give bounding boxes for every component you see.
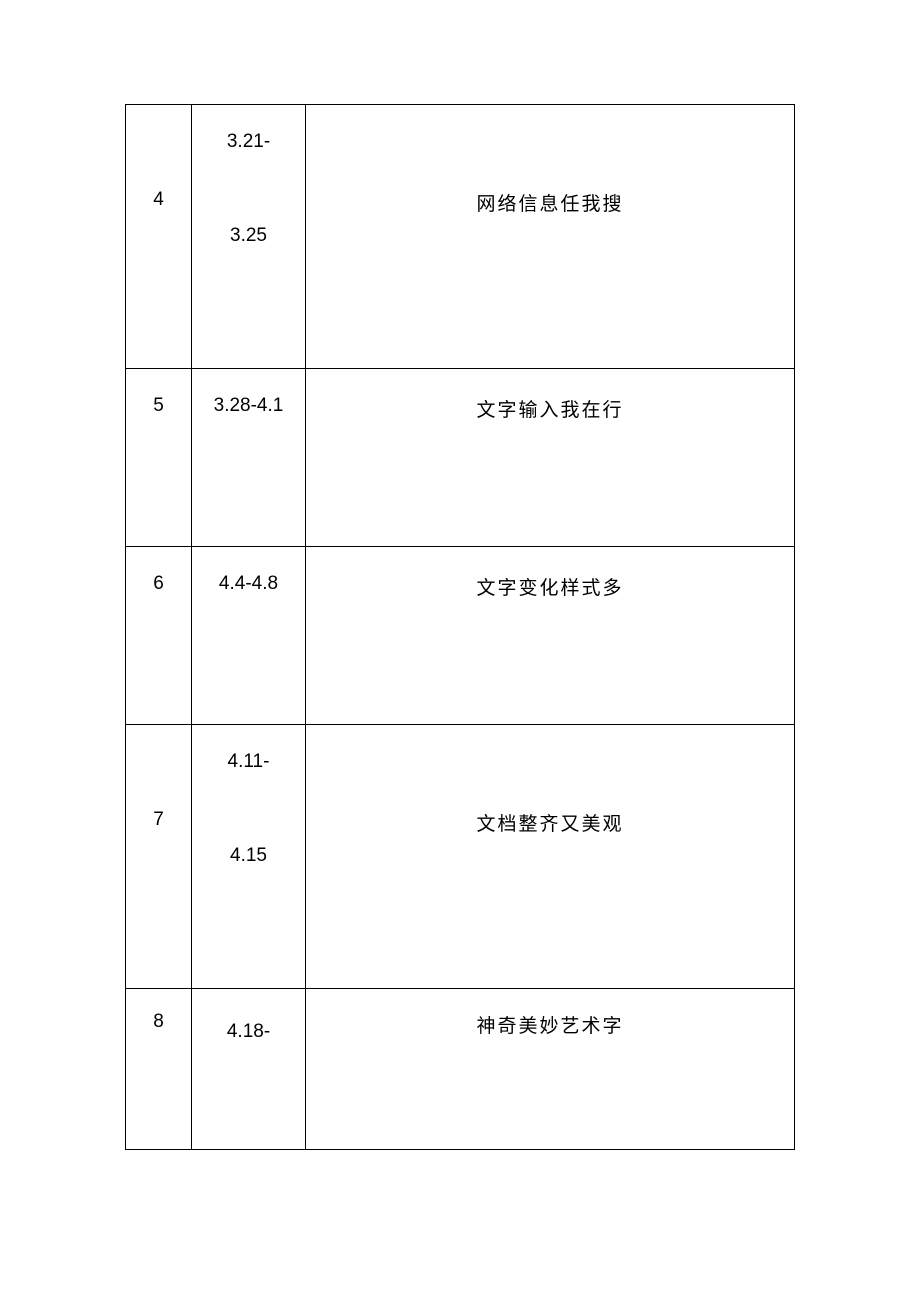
row-description: 文字变化样式多 [306, 547, 794, 724]
date-end: 4.15 [230, 773, 267, 867]
row-number: 4 [126, 105, 192, 368]
row-number: 8 [126, 989, 192, 1149]
row-date: 3.28-4.1 [192, 369, 306, 546]
row-date: 3.21- 3.25 [192, 105, 306, 368]
table-row: 5 3.28-4.1 文字输入我在行 [126, 369, 794, 547]
row-number: 5 [126, 369, 192, 546]
table-row: 7 4.11- 4.15 文档整齐又美观 [126, 725, 794, 989]
row-number: 6 [126, 547, 192, 724]
date-end: 3.25 [230, 153, 267, 247]
schedule-table: 4 3.21- 3.25 网络信息任我搜 5 3.28-4.1 文字输入我在行 … [125, 104, 795, 1150]
row-description: 文字输入我在行 [306, 369, 794, 546]
date-start: 3.21- [227, 105, 270, 153]
table-row: 8 4.18- 神奇美妙艺术字 [126, 989, 794, 1149]
row-description: 网络信息任我搜 [306, 105, 794, 368]
row-number: 7 [126, 725, 192, 988]
row-date: 4.18- [192, 989, 306, 1149]
row-description: 神奇美妙艺术字 [306, 989, 794, 1149]
row-date: 4.4-4.8 [192, 547, 306, 724]
date-start: 4.11- [228, 725, 270, 773]
table-row: 6 4.4-4.8 文字变化样式多 [126, 547, 794, 725]
row-description: 文档整齐又美观 [306, 725, 794, 988]
table-row: 4 3.21- 3.25 网络信息任我搜 [126, 105, 794, 369]
row-date: 4.11- 4.15 [192, 725, 306, 988]
